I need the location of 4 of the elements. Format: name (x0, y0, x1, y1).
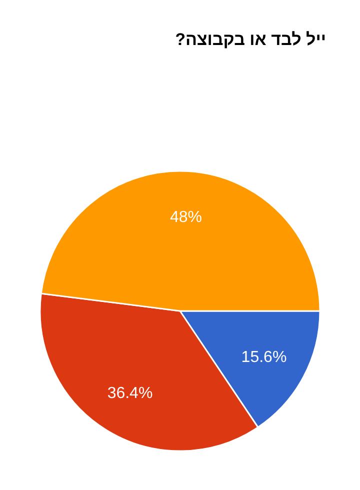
data-label: 15.6% (241, 348, 287, 366)
data-label: 48% (170, 208, 202, 226)
data-label: 36.4% (107, 385, 153, 402)
chart-title: ייל לבד או בקבוצה? (175, 30, 326, 50)
